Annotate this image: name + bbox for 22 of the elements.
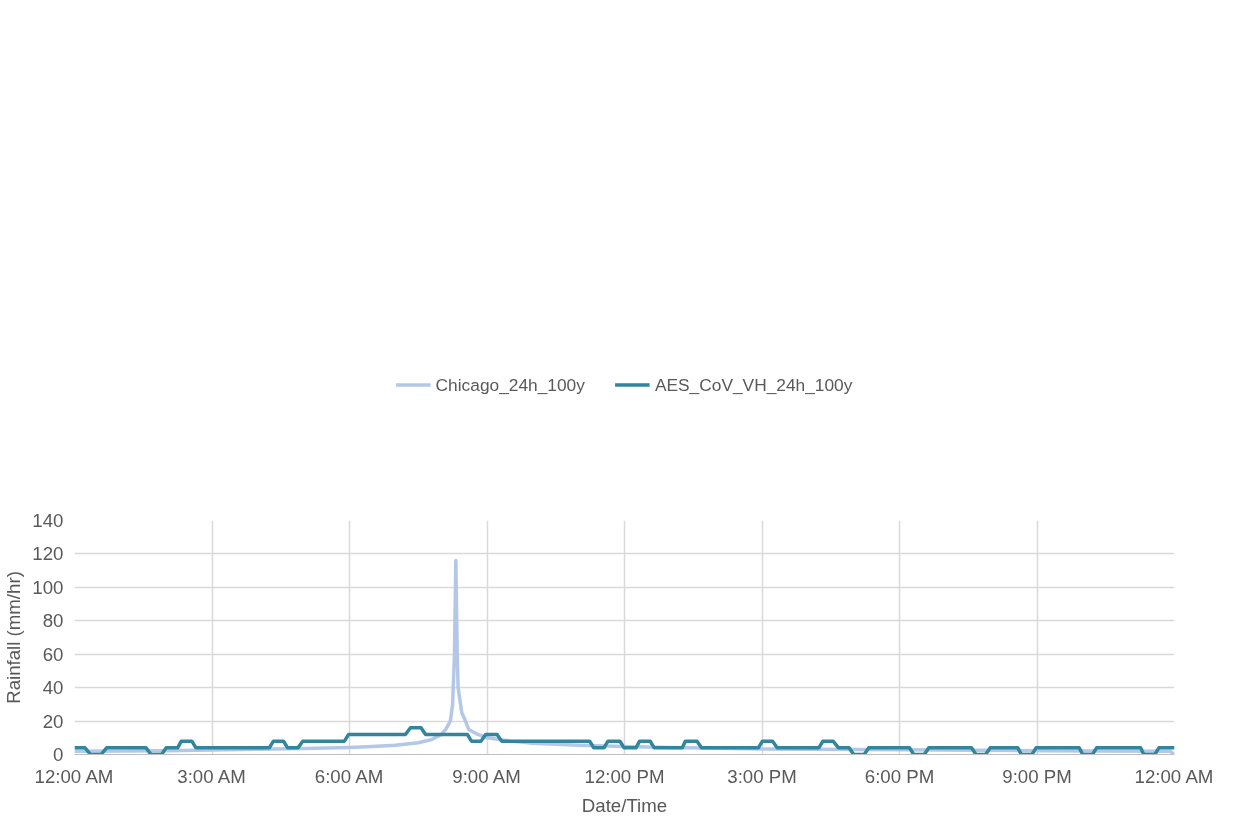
y-tick-label: 80	[42, 610, 64, 632]
x-tick-label: 6:00 AM	[314, 765, 384, 787]
x-tick-label: 12:00 PM	[584, 765, 665, 787]
y-tick-label: 40	[42, 677, 64, 699]
line-series	[74, 726, 1175, 755]
y-tick-label: 100	[32, 576, 64, 598]
x-tick-label: 3:00 AM	[177, 765, 246, 787]
y-tick-label: 0	[53, 744, 64, 765]
x-axis-title: Date/Time	[581, 794, 668, 816]
y-tick-label: 60	[42, 643, 64, 665]
x-tick-label: 12:00 AM	[1134, 765, 1214, 787]
legend-label: Chicago_24h_100y	[435, 374, 585, 396]
x-tick-label: 3:00 PM	[727, 765, 797, 787]
x-tick-label: 9:00 PM	[1002, 765, 1072, 787]
legend-label: AES_CoV_VH_24h_100y	[654, 374, 853, 396]
x-tick-label: 9:00 AM	[452, 765, 521, 787]
y-axis-title: Rainfall (mm/hr)	[3, 571, 25, 704]
y-tick-label: 20	[42, 710, 64, 732]
x-tick-label: 6:00 PM	[864, 765, 935, 787]
y-tick-label: 140	[32, 510, 64, 531]
x-tick-label: 12:00 AM	[34, 765, 114, 787]
y-tick-label: 120	[32, 543, 64, 565]
